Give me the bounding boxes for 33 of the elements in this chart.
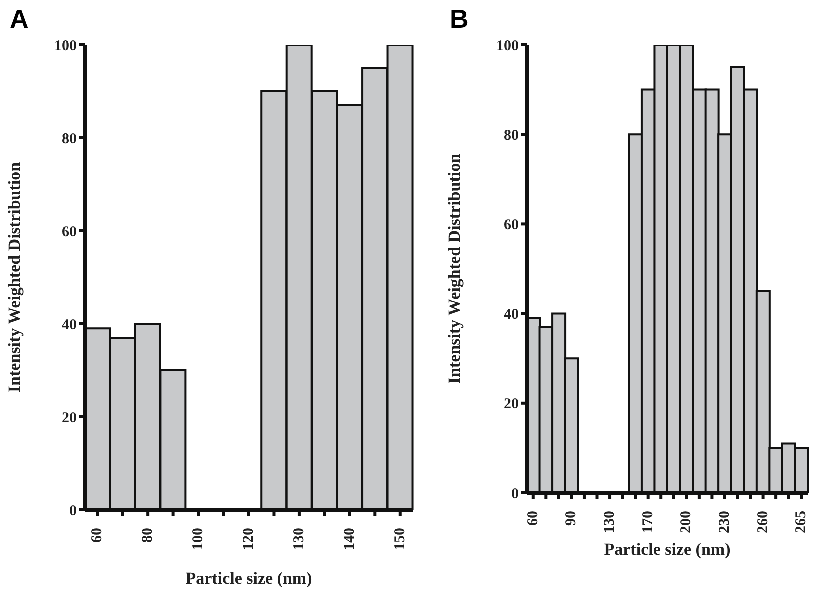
y-tick-label: 60 bbox=[504, 218, 519, 234]
x-axis-title: Particle size (nm) bbox=[604, 540, 731, 559]
x-tick-label: 130 bbox=[602, 511, 618, 534]
x-tick-label: 260 bbox=[755, 511, 772, 534]
chart-title: B bbox=[450, 4, 469, 35]
x-tick-label: 80 bbox=[140, 528, 156, 543]
y-axis-title: Intensity Weighted Distribution bbox=[5, 162, 24, 393]
x-tick-label: 90 bbox=[564, 511, 580, 526]
y-tick-label: 40 bbox=[504, 307, 519, 324]
x-tick-label: 265 bbox=[794, 511, 810, 534]
y-tick-label: 20 bbox=[504, 396, 519, 413]
x-tick-label: 120 bbox=[241, 528, 257, 550]
x-tick-label: 150 bbox=[392, 528, 408, 550]
y-tick-label: 0 bbox=[70, 503, 77, 520]
y-tick-label: 60 bbox=[62, 224, 77, 240]
x-tick-label: 230 bbox=[716, 511, 733, 534]
y-axis-title: Intensity Weighted Distribution bbox=[445, 153, 464, 384]
x-tick-label: 140 bbox=[342, 528, 358, 550]
x-axis-title: Particle size (nm) bbox=[186, 569, 312, 588]
y-tick-label: 80 bbox=[62, 131, 77, 148]
y-tick-label: 80 bbox=[504, 128, 519, 144]
x-tick-label: 60 bbox=[90, 528, 106, 543]
y-tick-label: 100 bbox=[54, 38, 77, 54]
chart-title: A bbox=[10, 4, 29, 35]
y-tick-label: 100 bbox=[496, 38, 519, 54]
x-tick-label: 170 bbox=[640, 511, 656, 534]
y-tick-label: 0 bbox=[512, 486, 519, 502]
x-tick-label: 200 bbox=[678, 511, 695, 534]
x-tick-label: 100 bbox=[190, 528, 207, 550]
x-tick-label: 130 bbox=[291, 528, 308, 550]
x-tick-label: 60 bbox=[525, 511, 542, 526]
y-tick-label: 20 bbox=[62, 410, 77, 426]
y-tick-label: 40 bbox=[62, 317, 77, 334]
